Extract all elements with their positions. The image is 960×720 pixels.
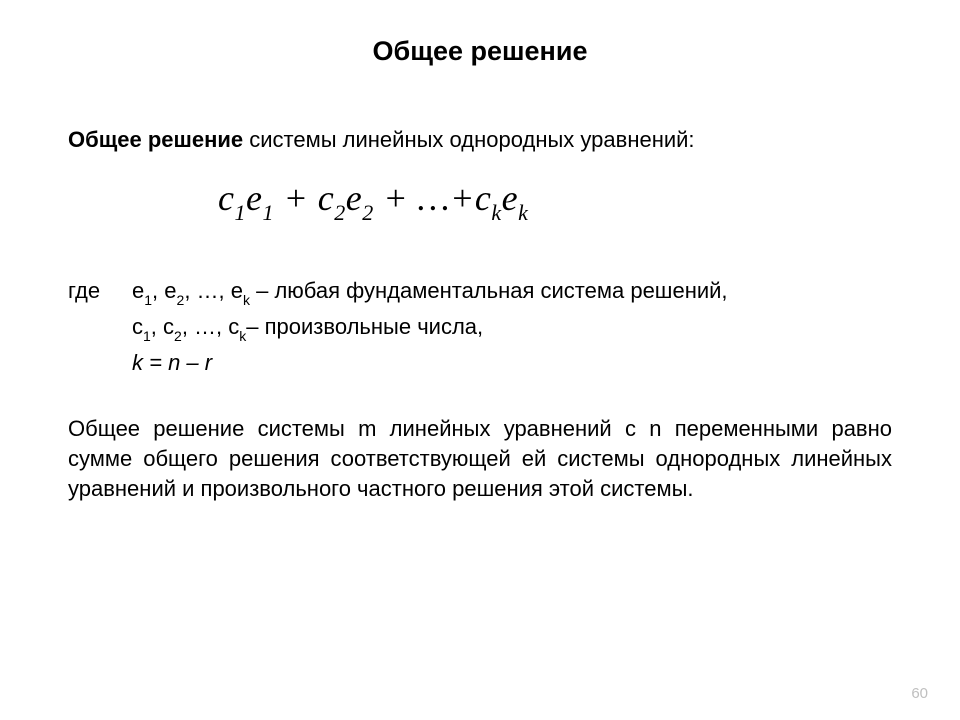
slide: Общее решение Общее решение системы лине… xyxy=(0,0,960,720)
formula: c1e1 + c2e2 + …+ckek xyxy=(218,177,892,224)
where-label: где xyxy=(68,274,132,310)
formula-c2: c xyxy=(318,178,334,218)
formula-sub-1a: 1 xyxy=(234,200,246,225)
w2-c1: c xyxy=(132,314,143,339)
formula-ek: e xyxy=(502,178,518,218)
w1-ek: , …, e xyxy=(184,278,243,303)
formula-sub-2b: 2 xyxy=(362,200,374,225)
w1-e2: , e xyxy=(152,278,176,303)
formula-e2: e xyxy=(346,178,362,218)
w1-s2: 2 xyxy=(177,292,185,308)
w2-c2: , c xyxy=(151,314,174,339)
body-paragraph: Общее решение системы m линейных уравнен… xyxy=(68,414,892,504)
where-line-2: c1, c2, …, ck– произвольные числа, xyxy=(132,310,892,346)
intro-bold: Общее решение xyxy=(68,127,243,152)
formula-c1: c xyxy=(218,178,234,218)
intro-rest: системы линейных однородных уравнений: xyxy=(243,127,694,152)
formula-ellipsis: … xyxy=(418,178,451,218)
where-line-3: k = n – r xyxy=(132,346,892,380)
where-row-3: k = n – r xyxy=(68,346,892,380)
w2-s1: 1 xyxy=(143,328,151,344)
where-label-empty-1 xyxy=(68,310,132,346)
formula-sub-2a: 2 xyxy=(334,200,346,225)
intro-line: Общее решение системы линейных однородны… xyxy=(68,127,892,153)
formula-sub-1b: 1 xyxy=(262,200,274,225)
w2-sk: k xyxy=(239,328,246,344)
w2-rest: – произвольные числа, xyxy=(246,314,483,339)
w1-s1: 1 xyxy=(144,292,152,308)
formula-sub-kb: k xyxy=(518,200,528,225)
slide-title: Общее решение xyxy=(68,36,892,67)
w1-rest: – любая фундаментальная система решений, xyxy=(250,278,728,303)
formula-plus-3: + xyxy=(450,178,475,218)
where-row-2: c1, c2, …, ck– произвольные числа, xyxy=(68,310,892,346)
formula-sub-ka: k xyxy=(491,200,501,225)
where-line-1: e1, e2, …, ek – любая фундаментальная си… xyxy=(132,274,892,310)
w1-sk: k xyxy=(243,292,250,308)
w2-s2: 2 xyxy=(174,328,182,344)
where-label-empty-2 xyxy=(68,346,132,380)
where-row-1: где e1, e2, …, ek – любая фундаментальна… xyxy=(68,274,892,310)
w1-e1: e xyxy=(132,278,144,303)
where-block: где e1, e2, …, ek – любая фундаментальна… xyxy=(68,274,892,380)
formula-plus-2: + xyxy=(374,178,418,218)
formula-ck: c xyxy=(475,178,491,218)
formula-e1: e xyxy=(246,178,262,218)
w2-ck: , …, c xyxy=(182,314,239,339)
page-number: 60 xyxy=(911,685,928,702)
formula-plus-1: + xyxy=(274,178,318,218)
